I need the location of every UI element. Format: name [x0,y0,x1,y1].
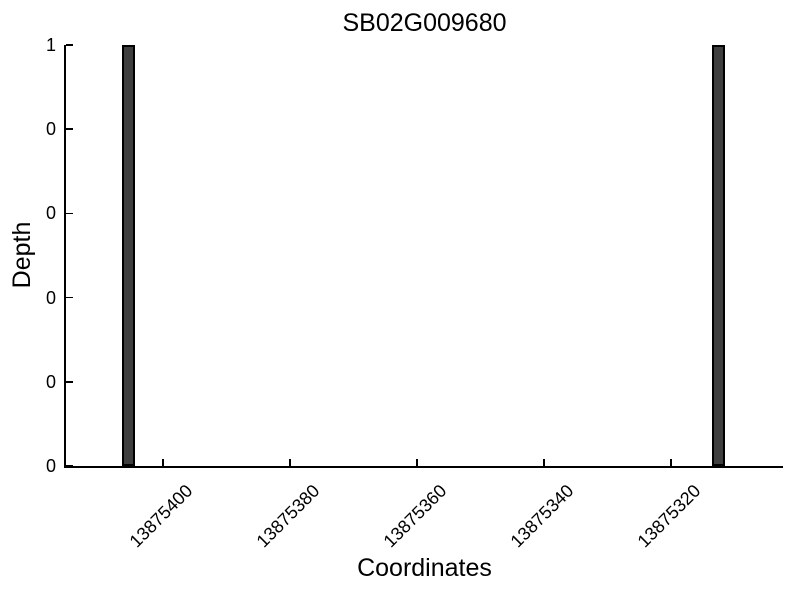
x-axis-label: Coordinates [357,554,492,582]
y-tick-label: 0 [45,203,56,224]
x-axis-tick [162,459,164,466]
chart-title: SB02G009680 [342,9,507,37]
y-axis-tick [66,44,73,46]
y-axis-tick [66,128,73,130]
x-axis-tick [670,459,672,466]
plot-area [64,44,783,468]
y-tick-label: 1 [45,35,56,55]
y-axis-tick [66,465,73,467]
coverage-bar [121,45,135,466]
x-axis-tick [416,459,418,466]
y-tick-label: 0 [45,287,56,308]
x-axis-tick [543,459,545,466]
y-axis-label: Depth [8,221,36,289]
x-tick-label: 13875360 [379,480,451,552]
y-axis-tick [66,296,73,299]
y-tick-label: 0 [45,119,56,140]
x-tick-label: 13875340 [506,480,578,552]
y-tick-label: 0 [45,456,56,476]
x-tick-label: 13875380 [252,480,324,552]
x-tick-label: 13875400 [125,480,197,552]
y-tick-label: 0 [45,371,56,392]
coverage-bar [712,45,725,466]
y-axis-tick [66,381,73,383]
x-tick-label: 13875320 [633,480,705,552]
x-axis-tick [289,459,291,466]
y-axis-tick [66,212,73,215]
